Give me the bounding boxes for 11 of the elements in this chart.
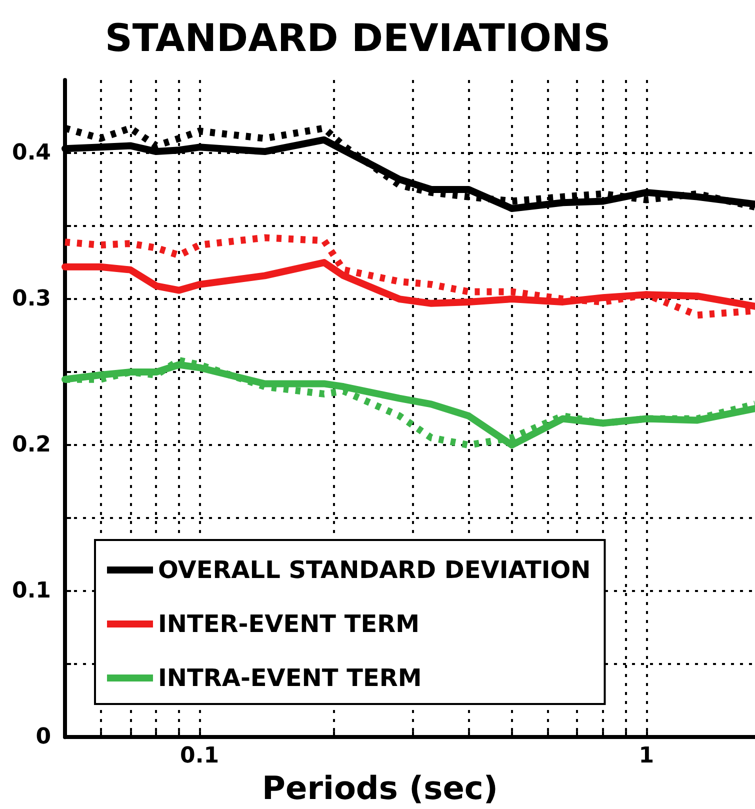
x-tick-label: 1 [638, 744, 654, 769]
chart-title: STANDARD DEVIATIONS [105, 16, 611, 60]
y-tick-label: 0.2 [12, 432, 51, 458]
legend-label: INTRA-EVENT TERM [158, 664, 422, 692]
y-tick-label: 0 [36, 724, 51, 750]
y-tick-label: 0.1 [12, 578, 51, 604]
x-axis-title: Periods (sec) [262, 769, 498, 807]
y-tick-label: 0.4 [12, 140, 51, 166]
y-tick-label: 0.3 [12, 286, 51, 312]
legend-label: INTER-EVENT TERM [158, 610, 420, 638]
legend-label: OVERALL STANDARD DEVIATION [158, 556, 591, 584]
